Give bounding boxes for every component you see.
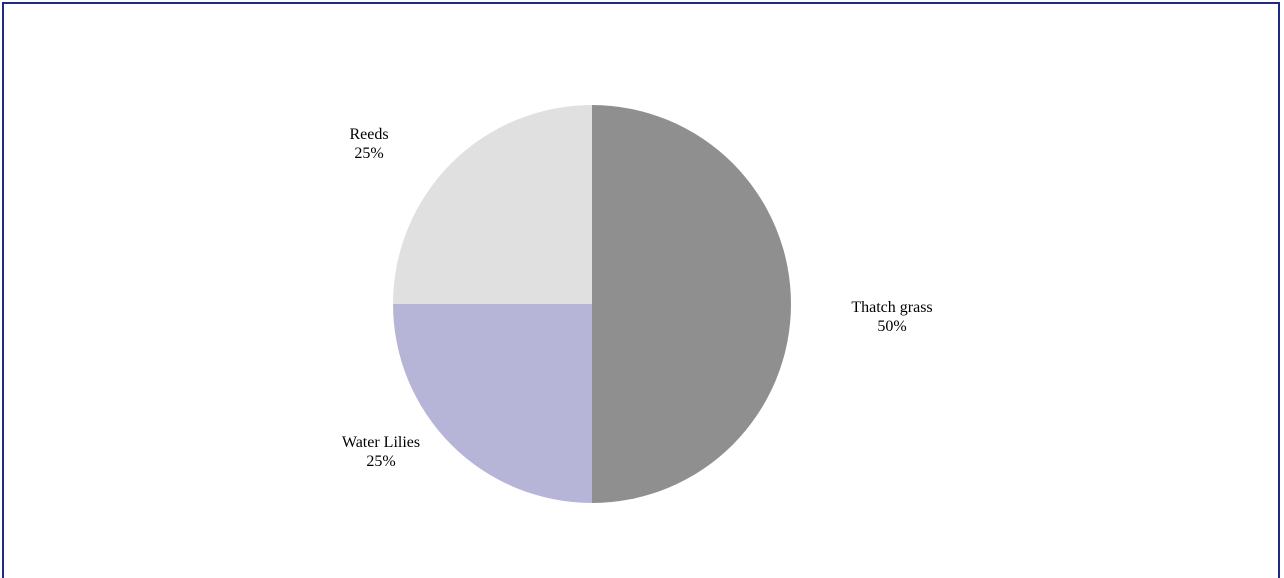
pie-slice-thatch-grass bbox=[592, 105, 791, 503]
slice-value-label: 25% bbox=[366, 453, 395, 470]
pie-slice-reeds bbox=[393, 105, 592, 304]
pie-slice-water-lilies bbox=[393, 304, 592, 503]
slice-value-label: 50% bbox=[877, 318, 906, 335]
slice-value-label: 25% bbox=[354, 145, 383, 162]
slice-label: Reeds bbox=[349, 126, 388, 143]
slice-label: Water Lilies bbox=[342, 434, 420, 451]
slice-label: Thatch grass bbox=[851, 299, 932, 316]
